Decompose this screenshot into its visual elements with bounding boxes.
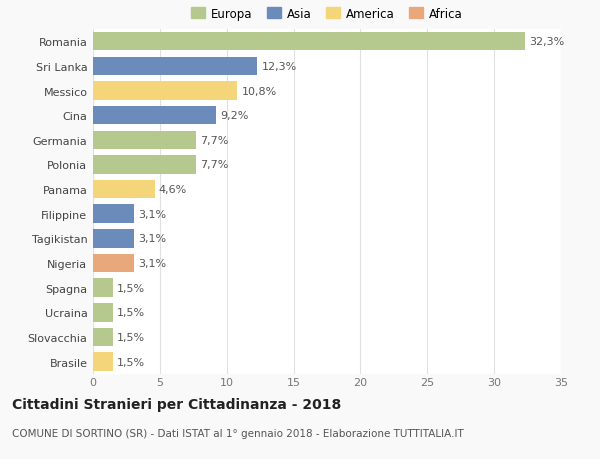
Text: 4,6%: 4,6% [158,185,187,195]
Bar [93,131,196,150]
Text: COMUNE DI SORTINO (SR) - Dati ISTAT al 1° gennaio 2018 - Elaborazione TUTTITALIA: COMUNE DI SORTINO (SR) - Dati ISTAT al 1… [12,428,464,438]
Bar [93,156,196,174]
Text: 3,1%: 3,1% [139,234,167,244]
Bar [93,353,113,371]
Text: 1,5%: 1,5% [117,357,145,367]
Text: 7,7%: 7,7% [200,160,229,170]
Bar [93,328,113,347]
Legend: Europa, Asia, America, Africa: Europa, Asia, America, Africa [191,7,463,21]
Text: 7,7%: 7,7% [200,135,229,146]
Text: 3,1%: 3,1% [139,258,167,269]
Bar [93,82,238,101]
Bar [93,254,134,273]
Text: Cittadini Stranieri per Cittadinanza - 2018: Cittadini Stranieri per Cittadinanza - 2… [12,397,341,411]
Text: 1,5%: 1,5% [117,332,145,342]
Text: 1,5%: 1,5% [117,283,145,293]
Text: 32,3%: 32,3% [529,37,564,47]
Text: 3,1%: 3,1% [139,209,167,219]
Text: 1,5%: 1,5% [117,308,145,318]
Text: 12,3%: 12,3% [262,62,297,72]
Bar [93,180,155,199]
Text: 10,8%: 10,8% [241,86,277,96]
Text: 9,2%: 9,2% [220,111,248,121]
Bar [93,57,257,76]
Bar [93,106,216,125]
Bar [93,230,134,248]
Bar [93,205,134,224]
Bar [93,33,525,51]
Bar [93,279,113,297]
Bar [93,303,113,322]
